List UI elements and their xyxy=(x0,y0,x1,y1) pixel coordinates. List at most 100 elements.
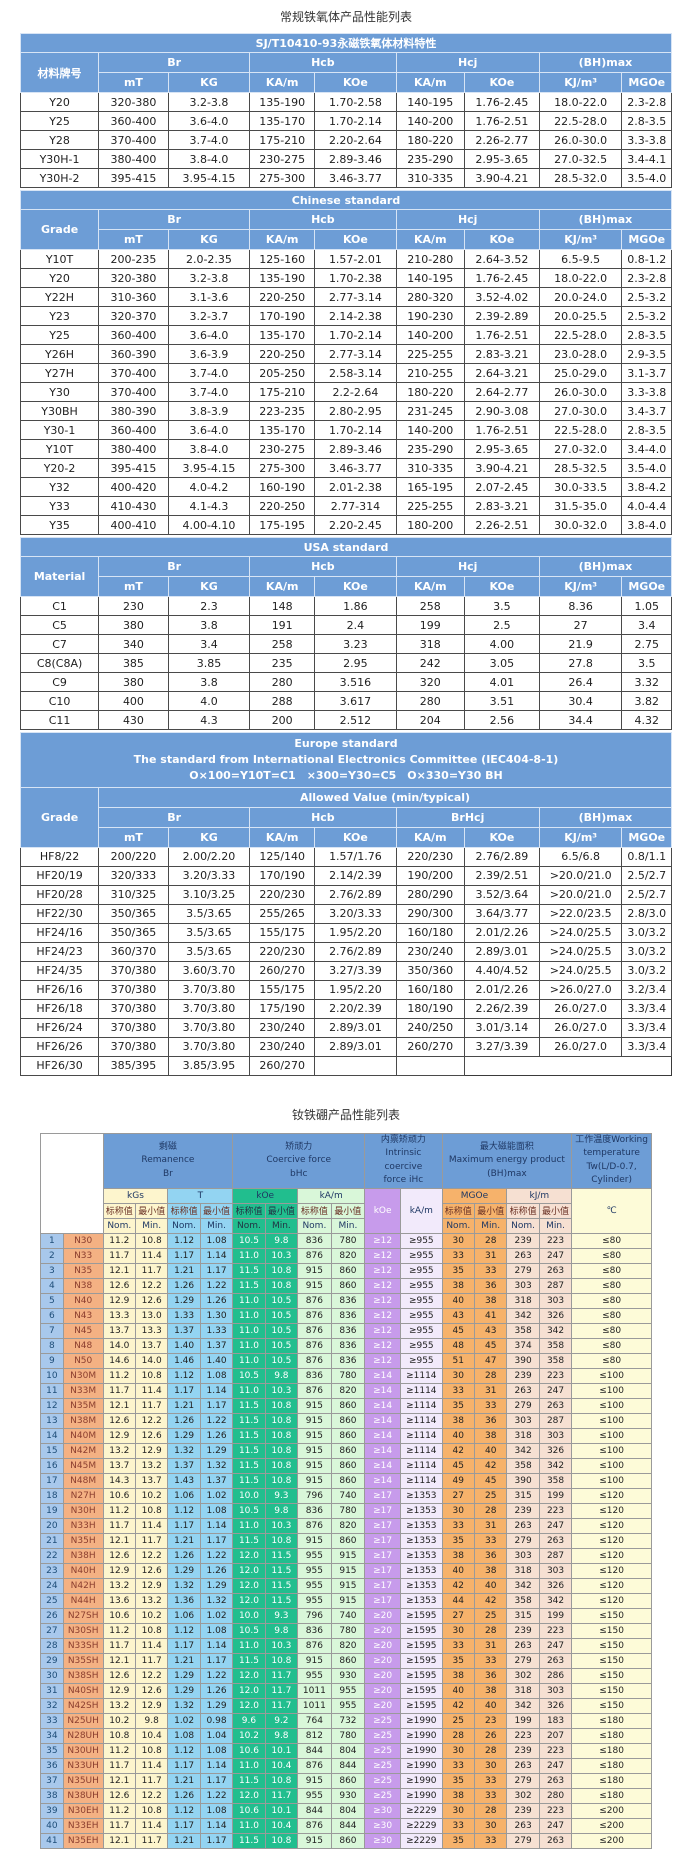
table-cell: 25 xyxy=(473,1487,508,1504)
table-cell: ≥1353 xyxy=(400,1487,443,1504)
table-cell: 1.37 xyxy=(199,1472,234,1489)
table-cell: 10.1 xyxy=(264,1802,299,1819)
table-cell: 860 xyxy=(330,1532,366,1549)
table-cell: 20 xyxy=(40,1517,64,1534)
table-cell: 3 xyxy=(40,1262,64,1279)
table-cell: 1.30 xyxy=(199,1307,234,1324)
table-cell: 3.8-4.0 xyxy=(167,439,251,459)
table-cell: 175-210 xyxy=(249,130,316,150)
table-cell: 812 xyxy=(297,1727,332,1744)
table-cell: 10.8 xyxy=(264,1532,299,1549)
table-cell: ≥12 xyxy=(364,1262,402,1279)
label-nominal-cn: 标称值 xyxy=(102,1202,136,1219)
table-cell: ≥955 xyxy=(400,1307,443,1324)
unit-header: KG xyxy=(167,229,251,250)
table-cell: 12.9 xyxy=(102,1292,136,1309)
table-cell: 326 xyxy=(538,1442,573,1459)
table-cell: 4.1-4.3 xyxy=(167,496,251,516)
table-cell: ≥1595 xyxy=(400,1697,443,1714)
table-cell: 35 xyxy=(441,1832,475,1849)
table-cell: 200-235 xyxy=(98,249,169,269)
table-cell: 11.7 xyxy=(264,1697,299,1714)
table-cell: 42 xyxy=(441,1697,475,1714)
table-cell: 12.0 xyxy=(232,1682,266,1699)
table-cell: Y20-2 xyxy=(19,458,100,478)
table-cell: ≥1990 xyxy=(400,1757,443,1774)
table-cell: 170/190 xyxy=(249,865,316,886)
table-cell: ≥12 xyxy=(364,1322,402,1339)
group-header-br: Br xyxy=(98,556,251,577)
table-cell: ≥955 xyxy=(400,1352,443,1369)
table-cell: 10.8 xyxy=(264,1427,299,1444)
table-cell: ≤120 xyxy=(571,1487,652,1504)
table-cell: ≥14 xyxy=(364,1472,402,1489)
table-cell: 860 xyxy=(330,1472,366,1489)
table-cell: 29 xyxy=(40,1652,64,1669)
table-cell: 6.5-9.5 xyxy=(538,249,623,269)
table-cell: 11.4 xyxy=(134,1517,169,1534)
table-cell: 11.2 xyxy=(102,1367,136,1384)
table-cell: ≥1353 xyxy=(400,1577,443,1594)
table-cell: 360-390 xyxy=(98,344,169,364)
table-row: 28 N33SH 11.7 11.4 1.17 1.14 11.0 10.3 876 820 ≥20… xyxy=(40,1637,652,1654)
table-cell: ≥25 xyxy=(364,1787,402,1804)
table-cell: 1.22 xyxy=(199,1412,234,1429)
table-title: USA standard xyxy=(20,537,672,557)
table-cell: 860 xyxy=(330,1457,366,1474)
table-cell: ≤120 xyxy=(571,1502,652,1519)
table-cell: 223 xyxy=(506,1727,540,1744)
table-cell: 220/230 xyxy=(395,846,465,867)
table-cell: 223 xyxy=(538,1367,573,1384)
table-cell: 1.17 xyxy=(199,1532,234,1549)
table-cell: ≥30 xyxy=(364,1817,402,1834)
table-cell: 955 xyxy=(297,1562,332,1579)
table-cell: N35UH xyxy=(62,1772,104,1789)
table-cell: 220-250 xyxy=(249,287,316,307)
table-cell: 2.2-2.64 xyxy=(314,382,397,402)
table-cell: 2.20-2.64 xyxy=(314,130,397,150)
table-cell: 11.0 xyxy=(232,1382,266,1399)
unit-header: MGOe xyxy=(621,229,672,250)
table-cell: 2.9-3.5 xyxy=(621,344,672,364)
table-cell: 36 xyxy=(40,1757,64,1774)
table-cell: 12.6 xyxy=(134,1562,169,1579)
table-cell: 955 xyxy=(297,1577,332,1594)
table-cell: 235-290 xyxy=(395,149,465,169)
table-cell: ≥1114 xyxy=(400,1412,443,1429)
table-cell: Y30-1 xyxy=(19,420,100,440)
table-cell: 3.5 xyxy=(463,596,540,616)
table-cell: 255/265 xyxy=(249,903,316,924)
table-cell: 2.89-3.46 xyxy=(314,439,397,459)
table-cell: 11.4 xyxy=(134,1757,169,1774)
table-cell: 24 xyxy=(40,1577,64,1594)
table-cell: 2.95 xyxy=(314,653,397,673)
table-cell: 11.5 xyxy=(232,1772,266,1789)
table-cell: 844 xyxy=(297,1742,332,1759)
table-cell: N27SH xyxy=(62,1607,104,1624)
table-cell: 303 xyxy=(538,1427,573,1444)
table-cell: 220/230 xyxy=(249,884,316,905)
table-cell: 358 xyxy=(506,1322,540,1339)
table-cell: 12.9 xyxy=(102,1562,136,1579)
corner-cell xyxy=(40,1132,104,1234)
label-nominal-en: Nom. xyxy=(232,1217,266,1234)
unit-header: KOe xyxy=(314,72,397,93)
table-cell: 350/365 xyxy=(98,922,169,943)
table-cell: 38 xyxy=(473,1427,508,1444)
table-cell: 279 xyxy=(506,1262,540,1279)
table-cell: 4.0-4.4 xyxy=(621,496,672,516)
table-cell: 3.2-3.8 xyxy=(167,268,251,288)
table-cell: 247 xyxy=(538,1517,573,1534)
group-header-hcj: Hcj xyxy=(395,209,540,230)
unit-header: KOe xyxy=(314,576,397,597)
table-cell: 30 xyxy=(473,1817,508,1834)
table-cell: 1.43 xyxy=(167,1472,201,1489)
table-cell: 1.29 xyxy=(167,1562,201,1579)
table-cell: 12.6 xyxy=(102,1667,136,1684)
table-cell: 1.06 xyxy=(167,1487,201,1504)
label-nominal-en: Nom. xyxy=(167,1217,201,1234)
table-cell: 1.76-2.45 xyxy=(463,92,540,112)
table-cell: 191 xyxy=(249,615,316,635)
table-cell: 876 xyxy=(297,1352,332,1369)
table-cell: 14.6 xyxy=(102,1352,136,1369)
